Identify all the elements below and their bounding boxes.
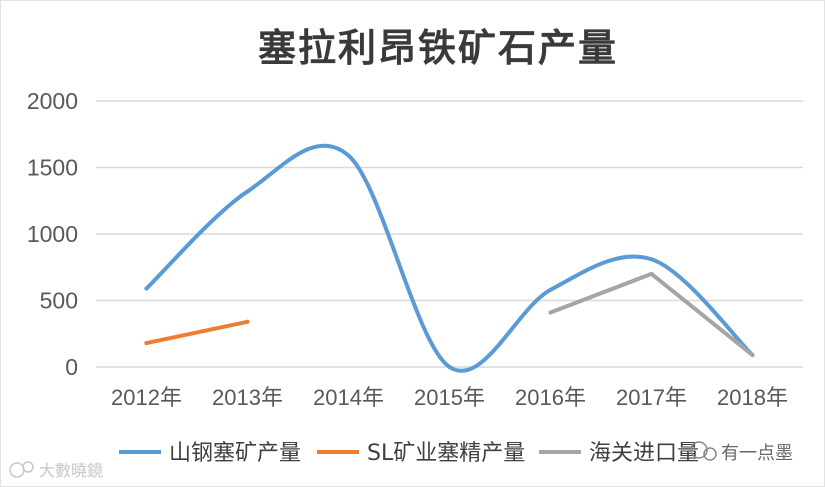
series-line-2 [548, 271, 755, 358]
wechat-icon-2 [703, 447, 717, 461]
wechat-icon [690, 441, 708, 459]
x-tick-label: 2016年 [515, 385, 586, 410]
data-point [144, 286, 149, 291]
x-tick-label: 2014年 [313, 385, 384, 410]
data-point [245, 189, 250, 194]
data-point [649, 257, 654, 262]
data-point [750, 353, 755, 358]
chart-title: 塞拉利昂铁矿石产量 [258, 25, 618, 70]
data-point [144, 341, 149, 346]
legend-label: 山钢塞矿产量 [169, 441, 301, 466]
y-tick-label: 2000 [27, 88, 78, 114]
y-tick-label: 1000 [27, 221, 78, 247]
y-tick-label: 0 [65, 354, 78, 380]
data-point [548, 287, 553, 292]
x-tick-label: 2013年 [212, 385, 283, 410]
y-axis-ticks: 0 500 1000 1500 2000 [27, 88, 78, 380]
x-tick-label: 2015年 [414, 385, 485, 410]
legend-label: SL矿业塞精产量 [367, 441, 525, 466]
watermark-left-text: 大數曉鏡 [39, 461, 103, 480]
data-point [548, 310, 553, 315]
watermark-logo-icon-2 [22, 461, 34, 473]
data-point [649, 271, 654, 276]
data-point [447, 365, 452, 369]
x-axis-ticks: 2012年 2013年 2014年 2015年 2016年 2017年 2018年 [111, 385, 788, 410]
series-line-1 [144, 319, 250, 346]
series-line-0 [144, 143, 755, 373]
y-tick-label: 1500 [27, 155, 78, 181]
grid-lines [96, 100, 803, 368]
legend: 山钢塞矿产量 SL矿业塞精产量 海关进口量 [119, 441, 699, 466]
watermark-left: 大數曉鏡 [9, 461, 103, 480]
watermark-logo-icon [9, 462, 25, 478]
data-point [245, 319, 250, 324]
y-tick-label: 500 [40, 288, 78, 314]
x-tick-label: 2017年 [616, 385, 687, 410]
x-tick-label: 2012年 [111, 385, 182, 410]
series-lines [144, 143, 755, 373]
x-tick-label: 2018年 [717, 385, 788, 410]
legend-label: 海关进口量 [589, 441, 699, 466]
data-point [346, 153, 351, 158]
watermark-right-text: 有一点墨 [721, 443, 793, 464]
watermark-right: 有一点墨 [690, 441, 793, 464]
